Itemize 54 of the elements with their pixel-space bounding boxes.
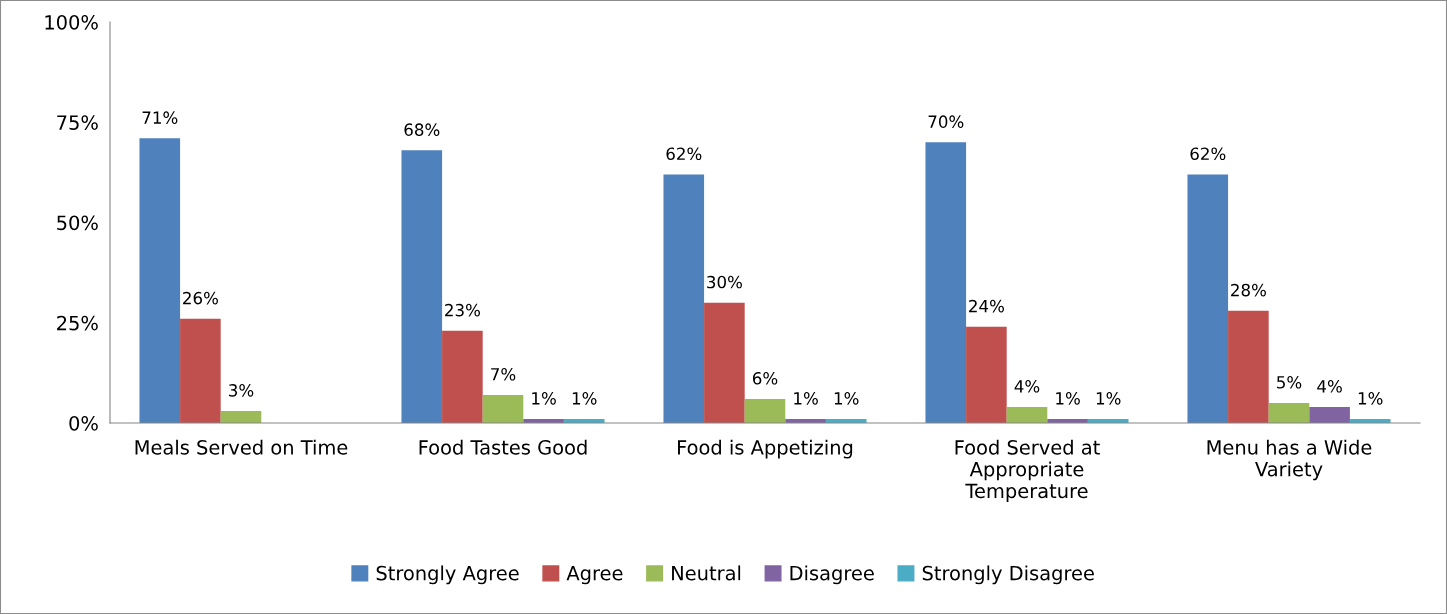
data-label: 7%: [491, 367, 516, 381]
bar: [401, 150, 443, 423]
data-label: 70%: [928, 115, 964, 128]
x-tick-label: Food Tastes Good: [419, 439, 587, 455]
data-label: 30%: [707, 275, 742, 289]
bar: [1268, 402, 1310, 423]
data-label: 71%: [142, 111, 178, 124]
y-tick-label: 0%: [69, 415, 98, 431]
data-label: 5%: [1277, 376, 1302, 389]
y-tick-label: 75%: [57, 115, 98, 130]
y-tick-label: 25%: [57, 315, 98, 331]
data-label: 62%: [666, 147, 702, 161]
legend-label: Strongly Disagree: [922, 565, 1094, 585]
bar: [1309, 406, 1350, 423]
legend-label: Disagree: [790, 565, 874, 585]
bar: [1006, 406, 1048, 423]
data-label: 1%: [1358, 392, 1383, 405]
data-label: 68%: [404, 123, 440, 136]
bar: [966, 326, 1007, 423]
data-label: 1%: [1056, 392, 1080, 405]
data-label: 4%: [1014, 380, 1040, 393]
x-tick-label: Menu has a Wide Variety: [1207, 439, 1372, 481]
data-label: 24%: [969, 299, 1004, 313]
bar: [442, 330, 483, 423]
bar: [925, 142, 967, 423]
data-label: 1%: [1096, 392, 1121, 405]
data-label: 28%: [1231, 283, 1266, 297]
data-label: 62%: [1190, 147, 1226, 161]
bar: [1228, 310, 1269, 423]
data-label: 1%: [572, 392, 597, 405]
legend-label: Neutral: [672, 565, 741, 581]
y-tick-label: 50%: [57, 215, 98, 231]
bar: [482, 394, 524, 423]
legend-label: Strongly Agree: [376, 565, 519, 585]
data-label: 26%: [183, 291, 218, 305]
legend-label: Agree: [566, 566, 623, 585]
data-label: 3%: [229, 384, 254, 397]
x-tick-label: Food Served at Appropriate Temperature: [955, 439, 1100, 503]
data-label: 6%: [752, 371, 778, 385]
bar: [220, 410, 262, 423]
y-tick-label: 100%: [45, 14, 98, 30]
bar: [663, 174, 705, 423]
x-tick-label: Meals Served on Time: [135, 439, 348, 455]
data-label: 23%: [445, 303, 480, 317]
bar: [139, 138, 181, 423]
data-label: 1%: [794, 392, 818, 405]
bar: [744, 398, 786, 423]
data-label: 1%: [532, 392, 556, 405]
bar: [180, 318, 221, 423]
bar: [704, 302, 745, 423]
data-label: 4%: [1317, 380, 1342, 393]
data-label: 1%: [834, 392, 859, 405]
x-tick-label: Food is Appetizing: [678, 439, 853, 459]
bar: [1187, 174, 1229, 423]
